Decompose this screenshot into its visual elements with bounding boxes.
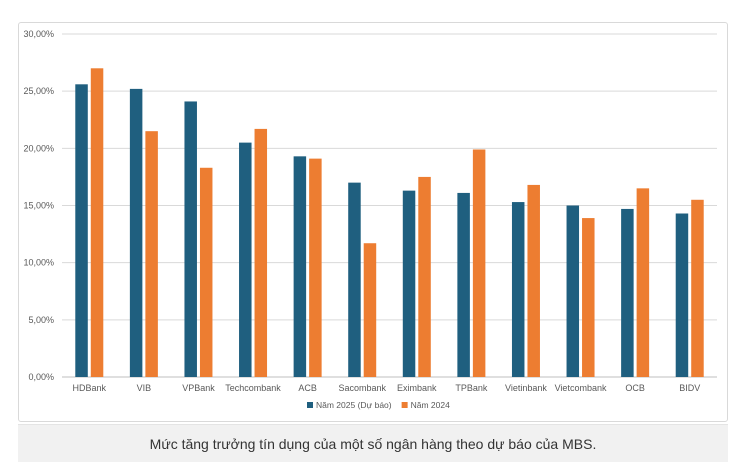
legend-label: Năm 2024 [411,400,450,410]
bar-bidv-series-2 [691,199,704,377]
bar-vpbank-series-2 [199,167,213,377]
bar-bidv-series-1 [675,213,689,377]
y-tick-label: 0,00% [28,372,54,382]
x-tick-label: Vietcombank [555,383,607,393]
bar-vietcombank-series-1 [566,205,580,377]
y-tick-label: 15,00% [23,201,54,211]
y-tick-label: 25,00% [23,86,54,96]
bar-vpbank-series-1 [184,101,197,377]
bar-tpbank-series-2 [472,149,486,377]
bar-eximbank-series-2 [418,176,431,377]
y-tick-label: 30,00% [23,29,54,39]
bar-acb-series-2 [309,158,322,377]
x-tick-label: Eximbank [397,383,437,393]
bar-vietcombank-series-2 [582,218,595,377]
bar-acb-series-1 [293,156,307,377]
bars [75,68,704,378]
x-tick-label: BIDV [679,383,700,393]
bar-hdbank-series-1 [75,84,88,377]
x-tick-label: Vietinbank [505,383,547,393]
bar-ocb-series-2 [636,188,650,377]
bar-techcombank-series-2 [254,128,268,377]
bar-sacombank-series-2 [363,243,377,377]
bar-vib-series-1 [129,88,143,377]
bar-sacombank-series-1 [348,182,361,377]
y-axis-ticks: 0,00% 5,00% 10,00% 15,00% 20,00% 25,00% 30,00% [23,29,54,382]
x-tick-label: VPBank [182,383,215,393]
legend-swatch [401,402,408,408]
y-tick-label: 10,00% [23,258,54,268]
figure-caption: Mức tăng trưởng tín dụng của một số ngân… [18,424,728,462]
legend-label: Năm 2025 (Dự báo) [316,400,392,410]
x-tick-label: ACB [298,383,317,393]
grid-lines [62,33,717,378]
x-tick-label: OCB [625,383,645,393]
bar-ocb-series-1 [621,208,634,377]
bar-chart: 0,00% 5,00% 10,00% 15,00% 20,00% 25,00% 30,00%… [23,29,717,410]
x-tick-label: TPBank [455,383,488,393]
y-tick-label: 20,00% [23,143,54,153]
bar-vib-series-2 [145,131,158,377]
x-tick-label: Sacombank [338,383,386,393]
x-tick-label: Techcombank [225,383,281,393]
bar-eximbank-series-1 [402,190,416,377]
legend: Năm 2025 (Dự báo) Năm 2024 [307,400,450,410]
bar-techcombank-series-1 [239,142,252,377]
x-tick-label: VIB [137,383,152,393]
y-tick-label: 5,00% [28,315,54,325]
legend-swatch [307,402,313,408]
x-tick-label: HDBank [73,383,107,393]
bar-hdbank-series-2 [90,68,104,378]
x-axis-labels: HDBank VIB VPBank Techcombank ACB Sacombank Ex… [73,383,701,393]
bar-vietinbank-series-2 [527,184,540,377]
bar-vietinbank-series-1 [511,202,525,377]
bar-tpbank-series-1 [457,192,470,377]
